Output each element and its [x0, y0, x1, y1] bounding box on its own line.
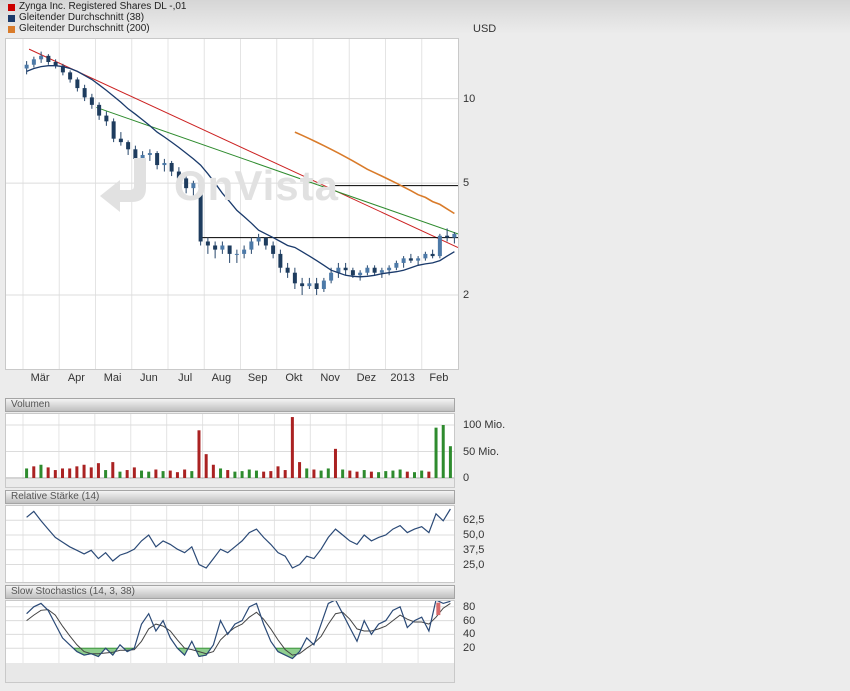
axis-tick-label: 62,5 [463, 514, 485, 527]
volume-chart [6, 414, 454, 487]
legend-item-ma38: Gleitender Durchschnitt (38) [8, 13, 187, 23]
main-price-chart [6, 39, 458, 369]
axis-tick-label: 40 [463, 628, 476, 641]
month-label: Aug [211, 372, 232, 384]
currency-label: USD [473, 23, 497, 35]
axis-tick-label: 60 [463, 614, 476, 627]
rsi-panel-header: Relative Stärke (14) [5, 490, 455, 504]
axis-tick-label: 50 Mio. [463, 445, 500, 458]
axis-tick-label: 5 [463, 177, 470, 190]
stochastics-panel [5, 600, 455, 683]
rsi-panel [5, 505, 455, 583]
month-label: Nov [320, 372, 340, 384]
month-label: Jun [140, 372, 158, 384]
axis-tick-label: 50,0 [463, 529, 485, 541]
chart-legend: Zynga Inc. Registered Shares DL -,01 Gle… [8, 2, 187, 35]
month-label: Okt [285, 372, 303, 384]
month-label: Mär [30, 372, 50, 384]
stochastics-panel-header: Slow Stochastics (14, 3, 38) [5, 585, 455, 599]
axis-tick-label: 2 [463, 288, 470, 301]
legend-swatch-price-icon [8, 3, 15, 11]
main-chart-panel: OnVista [5, 38, 459, 370]
axis-tick-label: 25,0 [463, 558, 485, 571]
volume-panel-header: Volumen [5, 398, 455, 412]
volume-panel [5, 413, 455, 488]
legend-label-ma38: Gleitender Durchschnitt (38) [19, 12, 145, 23]
rsi-chart [6, 506, 454, 582]
legend-label-price: Zynga Inc. Registered Shares DL -,01 [19, 1, 187, 12]
month-label: Feb [429, 372, 449, 384]
legend-swatch-ma38-icon [8, 14, 15, 22]
month-label: Dez [356, 372, 377, 384]
axis-tick-label: 0 [463, 472, 470, 484]
legend-swatch-ma200-icon [8, 25, 15, 33]
axis-tick-label: 10 [463, 92, 476, 105]
month-label: Jul [178, 372, 193, 384]
axis-tick-label: 100 Mio. [463, 419, 506, 431]
month-label: Apr [67, 372, 85, 384]
month-label: Mai [103, 372, 122, 384]
stochastics-chart [6, 601, 454, 682]
legend-item-ma200: Gleitender Durchschnitt (200) [8, 24, 187, 34]
month-label: Sep [247, 372, 268, 384]
axis-tick-label: 20 [463, 642, 476, 655]
month-label: 2013 [390, 372, 415, 384]
legend-item-price: Zynga Inc. Registered Shares DL -,01 [8, 2, 187, 12]
axis-tick-label: 80 [463, 600, 476, 613]
legend-label-ma200: Gleitender Durchschnitt (200) [19, 23, 150, 34]
axis-tick-label: 37,5 [463, 543, 485, 556]
